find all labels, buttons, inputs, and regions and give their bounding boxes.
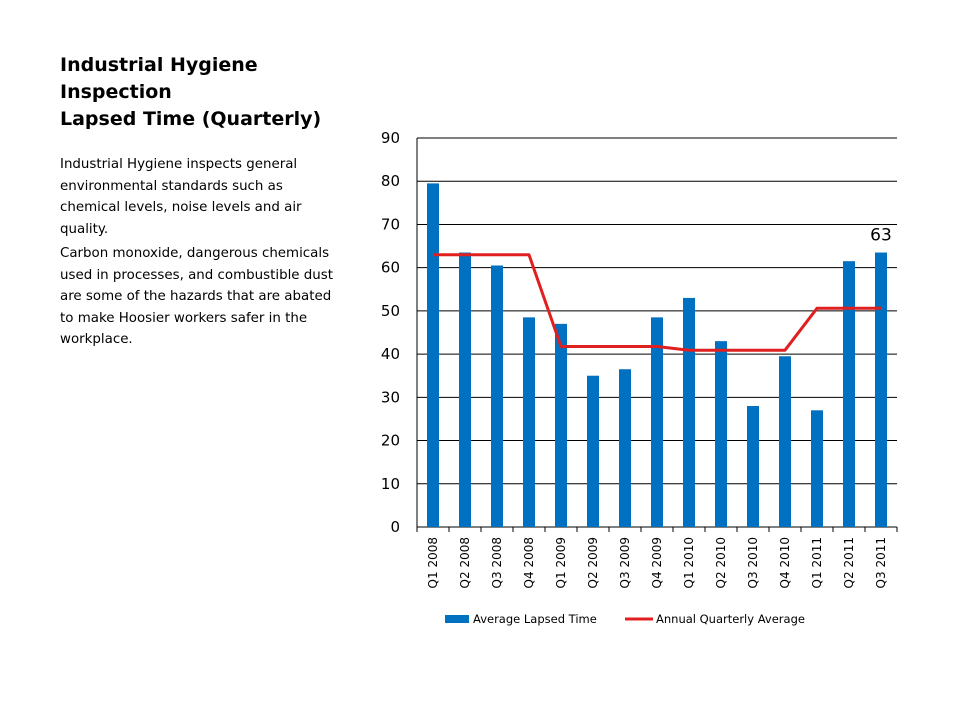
x-tick-label: Q2 2009: [586, 537, 600, 588]
slide-description: Industrial Hygiene inspects general envi…: [60, 154, 335, 354]
x-tick-label: Q4 2008: [522, 537, 536, 588]
annual-average-line: [433, 253, 881, 352]
x-tick-label: Q1 2008: [426, 537, 440, 588]
title-line-3: Lapsed Time (Quarterly): [60, 108, 322, 130]
y-tick-label: 20: [381, 432, 400, 450]
bar: [715, 341, 727, 527]
y-tick-label: 60: [381, 259, 400, 277]
y-tick-label: 70: [381, 215, 400, 233]
y-tick-label: 40: [381, 345, 400, 363]
x-tick-label: Q2 2008: [458, 537, 472, 588]
bar: [811, 410, 823, 527]
x-tick-label: Q3 2009: [618, 537, 632, 588]
bar: [523, 317, 535, 527]
x-tick-label: Q3 2010: [746, 537, 760, 588]
x-tick-label: Q1 2011: [810, 537, 824, 588]
bar: [747, 405, 759, 527]
bar: [843, 261, 855, 527]
bar: [427, 183, 439, 527]
description-paragraph-2: Carbon monoxide, dangerous chemicals use…: [60, 246, 334, 347]
bar: [459, 252, 471, 528]
bar: [651, 317, 663, 527]
data-label: 63: [870, 226, 892, 246]
x-tick-label: Q4 2009: [650, 537, 664, 588]
title-line-2: Inspection: [60, 81, 172, 103]
legend-label-line: Annual Quarterly Average: [656, 612, 805, 626]
slide-title: Industrial Hygiene Inspection Lapsed Tim…: [60, 52, 360, 133]
legend-swatch-bars: [445, 615, 469, 623]
bar: [491, 265, 503, 527]
x-tick-label: Q2 2011: [842, 537, 856, 588]
bar: [875, 252, 887, 528]
title-line-1: Industrial Hygiene: [60, 54, 258, 76]
x-tick-label: Q4 2010: [778, 537, 792, 588]
bar: [683, 297, 695, 527]
bar: [619, 369, 631, 527]
legend-label-bars: Average Lapsed Time: [473, 612, 597, 626]
y-tick-label: 30: [381, 388, 400, 406]
y-tick-label: 80: [381, 172, 400, 190]
bar: [587, 375, 599, 527]
x-tick-label: Q1 2010: [682, 537, 696, 588]
y-tick-label: 10: [381, 475, 400, 493]
x-tick-label: Q2 2010: [714, 537, 728, 588]
bar: [555, 323, 567, 527]
x-tick-label: Q3 2008: [490, 537, 504, 588]
y-tick-label: 0: [390, 518, 400, 536]
x-tick-label: Q3 2011: [874, 537, 888, 588]
description-paragraph-1: Industrial Hygiene inspects general envi…: [60, 157, 302, 237]
y-tick-label: 50: [381, 302, 400, 320]
x-tick-label: Q1 2009: [554, 537, 568, 588]
bar: [779, 356, 791, 527]
y-tick-label: 90: [381, 129, 400, 147]
